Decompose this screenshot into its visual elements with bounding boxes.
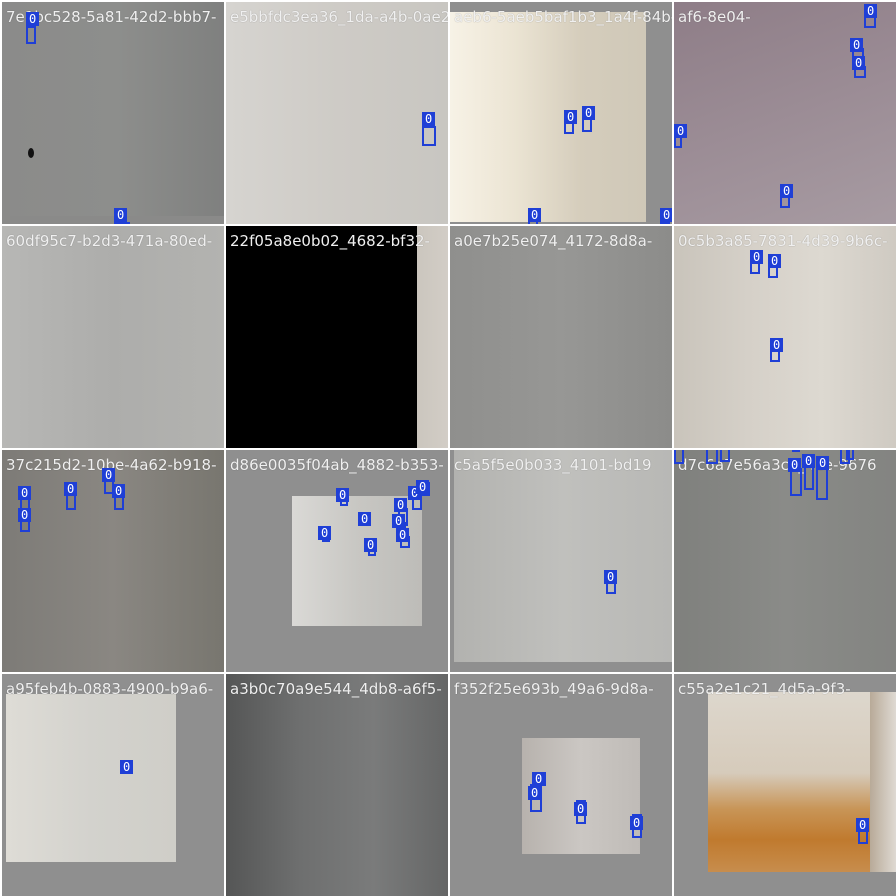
detection-label: 0 bbox=[528, 786, 542, 800]
tile-caption: a95feb4b-0883-4900-b9a6- bbox=[6, 680, 214, 698]
detection-label: 0 bbox=[102, 468, 116, 482]
image-tile-3: aeb6-5aeb5baf1b3_1a4f-84b-9b-576983b0-01… bbox=[450, 2, 672, 224]
detection-label: 0 bbox=[852, 56, 866, 70]
detection-label: 0 bbox=[392, 514, 406, 528]
detection-label: 0 bbox=[364, 538, 378, 552]
detection-label: 0 bbox=[630, 816, 644, 830]
detection-label: 0 bbox=[864, 4, 878, 18]
tile-caption: af6-8e04- bbox=[678, 8, 751, 26]
image-tile-2: e5bbfdc3ea36_1da-a4b-0ae2f2e5c5f4_-7---9… bbox=[226, 2, 448, 224]
tile-caption: 0c5b3a85-7831-4d39-9b6c- bbox=[678, 232, 888, 250]
detection-label: 0 bbox=[674, 124, 688, 138]
detection-label: 0 bbox=[768, 254, 782, 268]
detection-label: 0 bbox=[528, 208, 542, 222]
detection-box bbox=[846, 450, 854, 460]
image-tile-8: 0c5b3a85-7831-4d39-9b6c- 0 0 0 bbox=[674, 226, 896, 448]
image-tile-12: d7c6a7e56a3c8_4ce-9676 0 0 0 0 0 0 0 0 0… bbox=[674, 450, 896, 672]
detection-label: 0 bbox=[750, 250, 764, 264]
tile-caption: f352f25e693b_49a6-9d8a- bbox=[454, 680, 654, 698]
detection-box bbox=[114, 222, 130, 224]
detection-label: 0 bbox=[318, 526, 332, 540]
tile-caption: d86e0035f04ab_4882-b353- bbox=[230, 456, 444, 474]
detection-label: 0 bbox=[788, 458, 802, 472]
detection-label: 0 bbox=[64, 482, 78, 496]
detection-label: 0 bbox=[26, 12, 40, 26]
image-tile-6: 22f05a8e0b02_4682-bf32- bbox=[226, 226, 448, 448]
detection-box bbox=[790, 468, 802, 496]
detection-box bbox=[582, 118, 592, 132]
image-tile-15: f352f25e693b_49a6-9d8a- 0 0 0 0 bbox=[450, 674, 672, 896]
detection-box bbox=[422, 126, 436, 146]
detection-label: 0 bbox=[574, 802, 588, 816]
image-tile-9: 37c215d2-10be-4a62-b918- 0 0 0 0 0 bbox=[2, 450, 224, 672]
image-tile-1: 7e1bc528-5a81-42d2-bbb7- 0 0 bbox=[2, 2, 224, 224]
tile-caption: 22f05a8e0b02_4682-bf32- bbox=[230, 232, 430, 250]
detection-label: 0 bbox=[770, 338, 784, 352]
image-tile-14: a3b0c70a9e544_4db8-a6f5- bbox=[226, 674, 448, 896]
detection-label: 0 bbox=[856, 818, 870, 832]
image-tile-13: a95feb4b-0883-4900-b9a6- 0 bbox=[2, 674, 224, 896]
detection-box bbox=[26, 26, 36, 44]
tile-caption: a3b0c70a9e544_4db8-a6f5- bbox=[230, 680, 442, 698]
image-tile-4: af6-8e04- 0 0 0 0 0 bbox=[674, 2, 896, 224]
image-tile-16: c55a2e1c21_4d5a-9f3- 0 bbox=[674, 674, 896, 896]
detection-label: 0 bbox=[114, 208, 128, 222]
detection-label: 0 bbox=[18, 486, 32, 500]
tile-caption: e5bbfdc3ea36_1da-a4b-0ae2f2e5c5f4_-7---9… bbox=[230, 8, 448, 26]
tile-caption: aeb6-5aeb5baf1b3_1a4f-84b-9b-576983b0-01… bbox=[454, 8, 672, 26]
detection-label: 0 bbox=[336, 488, 350, 502]
image-tile-7: a0e7b25e074_4172-8d8a- bbox=[450, 226, 672, 448]
detection-label: 0 bbox=[394, 498, 408, 512]
detection-label: 0 bbox=[780, 184, 794, 198]
detection-label: 0 bbox=[358, 512, 372, 526]
detection-box bbox=[674, 450, 684, 464]
detection-label: 0 bbox=[564, 110, 578, 124]
detection-label: 0 bbox=[604, 570, 618, 584]
detection-label: 0 bbox=[660, 208, 672, 222]
tile-caption: c55a2e1c21_4d5a-9f3- bbox=[678, 680, 851, 698]
image-tile-5: 60df95c7-b2d3-471a-80ed- bbox=[2, 226, 224, 448]
detection-label: 0 bbox=[802, 454, 816, 468]
tile-caption: 60df95c7-b2d3-471a-80ed- bbox=[6, 232, 213, 250]
tile-caption: 37c215d2-10be-4a62-b918- bbox=[6, 456, 217, 474]
detection-box bbox=[720, 450, 730, 462]
tile-caption: a0e7b25e074_4172-8d8a- bbox=[454, 232, 653, 250]
tile-caption: 7e1bc528-5a81-42d2-bbb7- bbox=[6, 8, 217, 26]
detection-label: 0 bbox=[120, 760, 134, 774]
tile-caption: c5a5f5e0b033_4101-bd19 bbox=[454, 456, 652, 474]
detection-label: 0 bbox=[18, 508, 32, 522]
image-tile-10: d86e0035f04ab_4882-b353- 0 0 0 0 0 0 0 0… bbox=[226, 450, 448, 672]
detection-label: 0 bbox=[112, 484, 126, 498]
detection-box bbox=[706, 450, 718, 464]
detection-box bbox=[792, 450, 800, 452]
detection-box bbox=[840, 450, 850, 464]
detection-label: 0 bbox=[396, 528, 410, 542]
detection-label: 0 bbox=[532, 772, 546, 786]
detection-label: 0 bbox=[850, 38, 864, 52]
detection-label: 0 bbox=[422, 112, 436, 126]
detection-label: 0 bbox=[416, 480, 430, 494]
detection-label: 0 bbox=[582, 106, 596, 120]
image-tile-11: c5a5f5e0b033_4101-bd19 0 bbox=[450, 450, 672, 672]
detection-label: 0 bbox=[816, 456, 830, 470]
